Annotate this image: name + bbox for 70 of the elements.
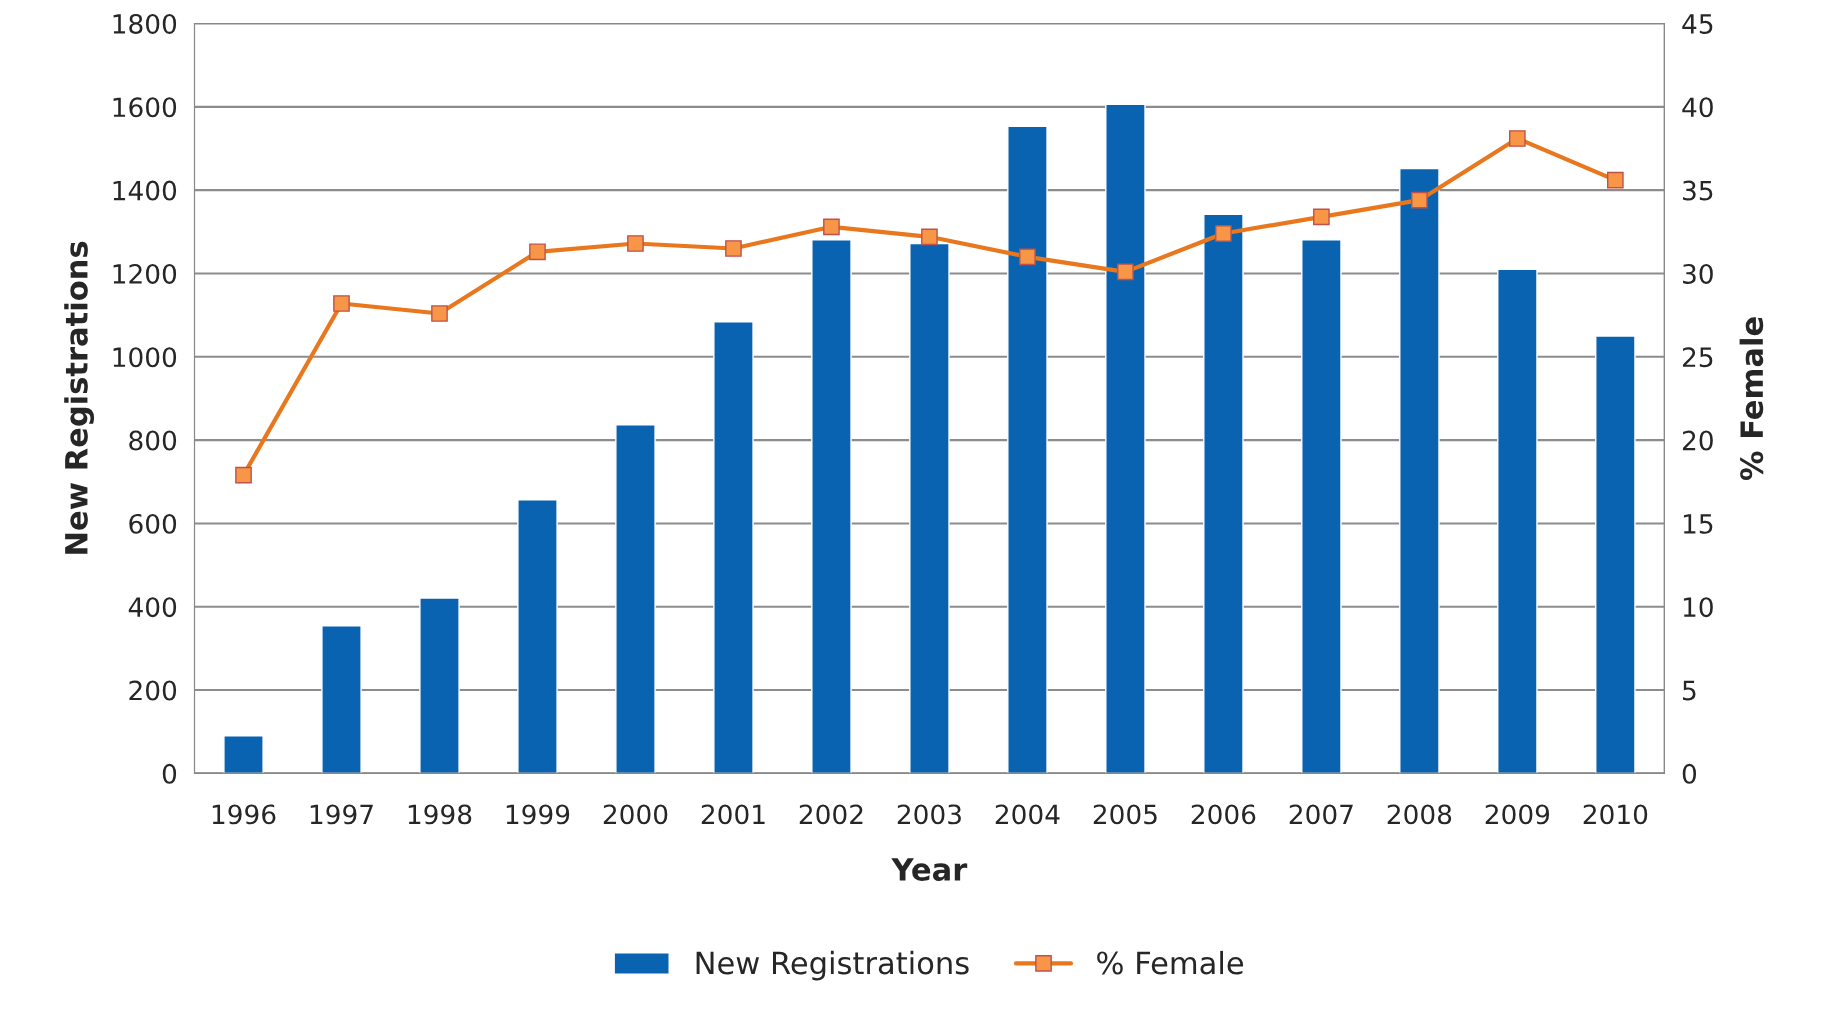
y-tick-label: 600	[129, 513, 177, 534]
bar	[1301, 239, 1342, 774]
x-tick-label: 2002	[799, 804, 863, 825]
x-tick-label: 1998	[408, 804, 472, 825]
y2-axis-title: % Female	[1739, 317, 1764, 481]
point	[1607, 171, 1624, 189]
bar	[223, 735, 264, 774]
point	[823, 218, 840, 236]
point	[431, 305, 448, 322]
y2-tick-label: 20	[1682, 430, 1713, 451]
y2-tick-label: 45	[1682, 14, 1713, 34]
bar	[517, 498, 558, 774]
y-tick-label: 0	[162, 763, 177, 784]
x-tick-label: 1996	[212, 804, 276, 825]
y2-tick-label: 40	[1682, 97, 1713, 118]
x-tick-label: 2007	[1289, 804, 1353, 825]
x-tick-label: 2005	[1093, 804, 1157, 825]
x-tick-label: 1997	[310, 804, 373, 825]
bar	[1007, 125, 1048, 774]
x-tick-label: 2009	[1485, 804, 1550, 825]
bar	[713, 321, 754, 774]
x-tick-label: 1999	[506, 804, 570, 825]
y-tick-label: 1800	[113, 13, 177, 34]
x-tick-label: 2008	[1387, 804, 1452, 825]
x-tick-label: 2004	[995, 804, 1060, 825]
y2-tick-label: 30	[1683, 263, 1713, 284]
bar	[1595, 335, 1636, 774]
point	[921, 228, 938, 246]
y2-tick-label: 10	[1683, 597, 1713, 618]
point	[1117, 263, 1134, 281]
y2-tick-label: 35	[1683, 180, 1713, 201]
y-axis-title: New Registrations	[64, 241, 95, 554]
x-tick-label: 2003	[897, 804, 961, 825]
y2-tick-label: 5	[1683, 680, 1696, 701]
legend-label: % Female	[1097, 950, 1244, 975]
point	[1215, 225, 1232, 242]
y-tick-label: 400	[128, 597, 177, 618]
bar	[1399, 167, 1440, 774]
bar	[811, 239, 852, 774]
y-tick-label: 800	[129, 430, 177, 451]
bar	[1203, 213, 1244, 774]
y2-tick-label: 15	[1683, 514, 1713, 534]
point	[1411, 191, 1428, 209]
point	[1313, 208, 1330, 226]
point	[235, 466, 252, 484]
bar	[615, 424, 656, 774]
bar	[1105, 103, 1146, 774]
x-tick-label: 2000	[603, 804, 668, 825]
bar	[909, 242, 950, 774]
legend-label: New Registrations	[696, 950, 969, 981]
point	[1019, 248, 1036, 266]
x-tick-label: 2006	[1191, 804, 1256, 825]
point	[529, 243, 546, 261]
point	[627, 235, 644, 252]
bar	[1497, 268, 1538, 774]
point	[1509, 130, 1526, 147]
bar	[321, 625, 362, 774]
point	[725, 240, 742, 257]
x-axis-title: Year	[891, 858, 968, 881]
y-tick-label: 1200	[113, 263, 177, 284]
x-tick-label: 2001	[701, 804, 765, 825]
y-tick-label: 200	[129, 680, 177, 701]
x-tick-label: 2010	[1583, 804, 1648, 825]
point	[333, 295, 350, 312]
y-tick-label: 1600	[113, 97, 177, 118]
y2-tick-label: 25	[1682, 347, 1713, 368]
y-tick-label: 1400	[113, 180, 177, 201]
y2-tick-label: 0	[1682, 763, 1697, 784]
bar	[419, 597, 460, 774]
y-tick-label: 1000	[113, 347, 177, 368]
